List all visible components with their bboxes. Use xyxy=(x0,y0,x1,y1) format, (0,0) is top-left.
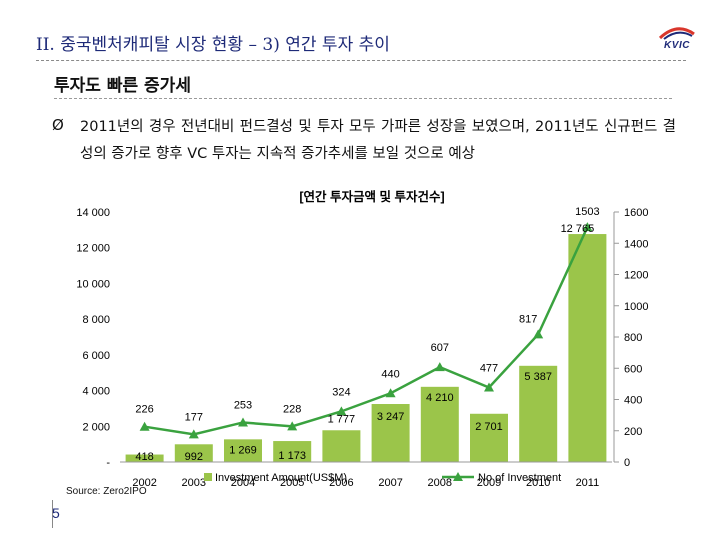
category-label-2010: 2010 xyxy=(526,477,550,489)
right-tick-label: 1200 xyxy=(624,270,648,282)
count-marker-2008 xyxy=(434,362,445,372)
count-marker-2005 xyxy=(287,421,298,431)
right-tick-label: 200 xyxy=(624,426,642,438)
count-label-2005: 228 xyxy=(283,403,301,415)
count-marker-2003 xyxy=(188,429,199,439)
bullet-arrow-icon: Ø xyxy=(52,116,64,134)
source-note: Source: Zero2IPO xyxy=(66,486,147,497)
bar-2005 xyxy=(273,441,312,462)
bar-label-2008: 4 210 xyxy=(426,392,454,404)
subtitle-divider xyxy=(54,98,672,99)
left-tick-label: 12 000 xyxy=(76,243,110,255)
count-marker-2009 xyxy=(484,382,494,392)
count-label-2003: 177 xyxy=(185,411,203,423)
bar-2002 xyxy=(125,454,164,462)
legend-bar-label: Investment Amount(US$M) xyxy=(215,472,347,484)
count-label-2006: 324 xyxy=(332,386,350,398)
bar-label-2002: 418 xyxy=(135,451,153,463)
logo-swoosh-icon xyxy=(658,27,695,40)
left-tick-label: 14 000 xyxy=(76,207,110,219)
left-tick-label: 8 000 xyxy=(82,314,110,326)
right-tick-label: 800 xyxy=(624,332,642,344)
bar-label-2010: 5 387 xyxy=(524,371,552,383)
bar-2006 xyxy=(322,430,361,462)
chart-title: [연간 투자금액 및 투자건수] xyxy=(299,189,444,204)
section-subtitle: 투자도 빠른 증가세 xyxy=(54,76,191,96)
kvic-logo: KVIC xyxy=(654,24,700,58)
count-marker-2004 xyxy=(238,417,248,427)
category-label-2002: 2002 xyxy=(132,477,156,489)
bar-2008 xyxy=(420,386,459,462)
left-tick-label: 2 000 xyxy=(82,421,110,433)
bar-label-2011: 12 765 xyxy=(561,223,595,235)
category-label-2008: 2008 xyxy=(428,477,452,489)
category-label-2004: 2004 xyxy=(231,477,255,489)
category-label-2007: 2007 xyxy=(378,477,402,489)
legend-line-label: No of Investment xyxy=(478,472,561,484)
category-label-2009: 2009 xyxy=(477,477,501,489)
right-tick-label: 1000 xyxy=(624,301,648,313)
axes-layer: - 2 000 4 000 6 000 8 000 10 000 12 000 14 000 0… xyxy=(76,207,648,489)
logo-text: KVIC xyxy=(664,40,690,51)
right-tick-label: 600 xyxy=(624,363,642,375)
count-marker-2011 xyxy=(582,222,593,232)
bullet-text: 2011년의 경우 전년대비 펀드결성 및 투자 모두 가파른 성장을 보였으며… xyxy=(80,119,676,162)
legend-layer: Investment Amount(US$M) No of Investment xyxy=(204,472,561,484)
category-label-2011: 2011 xyxy=(576,477,600,489)
bar-label-2004: 1 269 xyxy=(229,444,257,456)
left-tick-label: - xyxy=(106,457,110,469)
count-label-2004: 253 xyxy=(234,399,252,411)
count-label-2010: 817 xyxy=(519,313,537,325)
count-label-2011: 1503 xyxy=(575,206,599,218)
bar-2003 xyxy=(174,444,213,462)
bar-label-2003: 992 xyxy=(185,451,203,463)
page-number: 5 xyxy=(52,505,60,521)
left-tick-label: 4 000 xyxy=(82,386,110,398)
left-tick-label: 6 000 xyxy=(82,350,110,362)
category-label-2006: 2006 xyxy=(329,477,353,489)
bar-label-2007: 3 247 xyxy=(377,411,405,423)
count-label-2002: 226 xyxy=(135,404,153,416)
right-tick-label: 1600 xyxy=(624,207,648,219)
investment-count-line xyxy=(144,226,589,436)
count-marker-2007 xyxy=(385,388,396,398)
count-label-2007: 440 xyxy=(381,368,399,380)
count-marker-2006 xyxy=(336,406,347,416)
right-tick-label: 400 xyxy=(624,395,642,407)
title-divider xyxy=(36,60,686,61)
bars-layer xyxy=(125,234,607,462)
bar-label-2006: 1 777 xyxy=(328,413,356,425)
bar-2011 xyxy=(568,234,607,462)
bar-2007 xyxy=(371,404,410,462)
page-number-divider xyxy=(52,500,53,528)
line-layer xyxy=(139,222,593,439)
count-marker-2010 xyxy=(533,329,544,339)
left-tick-label: 10 000 xyxy=(76,278,110,290)
bar-label-2005: 1 173 xyxy=(278,450,306,462)
bar-2009 xyxy=(470,413,508,462)
category-label-2003: 2003 xyxy=(182,477,206,489)
slide-title: II. 중국벤처캐피탈 시장 현황 – 3) 연간 투자 추이 xyxy=(36,35,390,55)
bar-2004 xyxy=(224,439,262,462)
count-marker-2002 xyxy=(139,421,150,431)
legend-bar-swatch xyxy=(204,473,212,481)
labels-layer: 418 992 1 269 1 173 1 777 3 247 4 210 2 701 5 38… xyxy=(135,206,599,463)
category-label-2005: 2005 xyxy=(280,477,304,489)
legend-line-marker xyxy=(453,472,463,481)
bar-label-2009: 2 701 xyxy=(475,421,503,433)
bar-2010 xyxy=(519,365,558,462)
count-label-2008: 607 xyxy=(431,342,449,354)
count-label-2009: 477 xyxy=(480,362,498,374)
right-tick-label: 0 xyxy=(624,457,630,469)
right-tick-label: 1400 xyxy=(624,238,648,250)
